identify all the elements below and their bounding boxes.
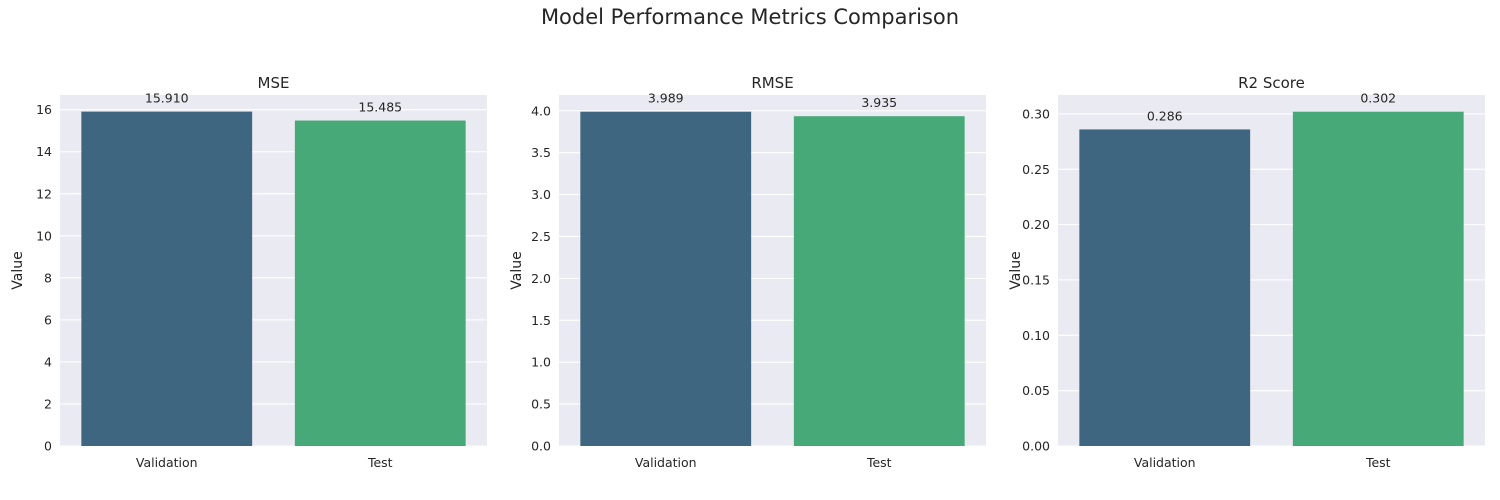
bar-test — [1292, 111, 1464, 446]
y-tick-label: 2.5 — [531, 229, 551, 244]
bar-validation — [580, 111, 752, 446]
figure-title: Model Performance Metrics Comparison — [540, 5, 960, 29]
y-tick-label: 4 — [44, 354, 52, 369]
y-tick-label: 3.5 — [531, 145, 551, 160]
y-tick-label: 0.00 — [1022, 439, 1050, 454]
x-tick-label: Test — [1365, 455, 1391, 470]
x-tick-label: Test — [866, 455, 892, 470]
bar-validation — [81, 111, 253, 447]
y-tick-label: 0.20 — [1022, 217, 1050, 232]
y-tick-label: 2 — [44, 396, 52, 411]
y-tick-label: 14 — [36, 144, 52, 159]
y-tick-label: 0.30 — [1022, 106, 1050, 121]
data-label: 15.485 — [358, 100, 402, 115]
y-tick-label: 16 — [36, 102, 52, 117]
data-label: 0.302 — [1360, 91, 1396, 106]
data-label: 0.286 — [1147, 108, 1183, 123]
y-tick-label: 0.15 — [1022, 272, 1050, 287]
bar-test — [294, 120, 466, 446]
y-tick-label: 0.5 — [531, 397, 551, 412]
chart-panel-2: 0.0 0.5 1.0 1.5 2.0 2.5 3.0 3.5 4.0 3.989 Validati… — [509, 74, 986, 470]
y-axis-label: Value — [509, 251, 525, 289]
x-tick-label: Validation — [136, 455, 198, 470]
x-tick-label: Validation — [635, 455, 697, 470]
bar-validation — [1079, 129, 1251, 446]
x-tick-label: Test — [367, 455, 393, 470]
y-tick-label: 6 — [44, 312, 52, 327]
y-tick-label: 0.25 — [1022, 162, 1050, 177]
y-tick-label: 3.0 — [531, 187, 551, 202]
y-tick-label: 4.0 — [531, 103, 551, 118]
y-axis-label: Value — [10, 251, 26, 289]
panel-title: RMSE — [751, 74, 793, 92]
y-tick-label: 10 — [36, 228, 52, 243]
chart-panel-1: 0 2 4 6 8 10 12 14 16 15.910 Validation 15.485 Test M… — [10, 74, 487, 470]
data-label: 15.910 — [145, 91, 189, 106]
y-tick-label: 0.10 — [1022, 328, 1050, 343]
y-tick-label: 0.0 — [531, 439, 551, 454]
bar-test — [793, 116, 965, 446]
panel-title: MSE — [258, 74, 290, 92]
y-tick-label: 0 — [44, 439, 52, 454]
y-tick-label: 12 — [36, 186, 52, 201]
y-tick-label: 2.0 — [531, 271, 551, 286]
y-axis-label: Value — [1008, 251, 1024, 289]
y-tick-label: 1.0 — [531, 355, 551, 370]
panel-title: R2 Score — [1238, 74, 1305, 92]
y-tick-label: 0.05 — [1022, 383, 1050, 398]
data-label: 3.935 — [861, 95, 897, 110]
data-label: 3.989 — [648, 91, 684, 106]
y-tick-label: 1.5 — [531, 313, 551, 328]
y-tick-label: 8 — [44, 270, 52, 285]
x-tick-label: Validation — [1134, 455, 1196, 470]
chart-panel-3: 0.00 0.05 0.10 0.15 0.20 0.25 0.30 0.286 Validat… — [1008, 74, 1485, 470]
